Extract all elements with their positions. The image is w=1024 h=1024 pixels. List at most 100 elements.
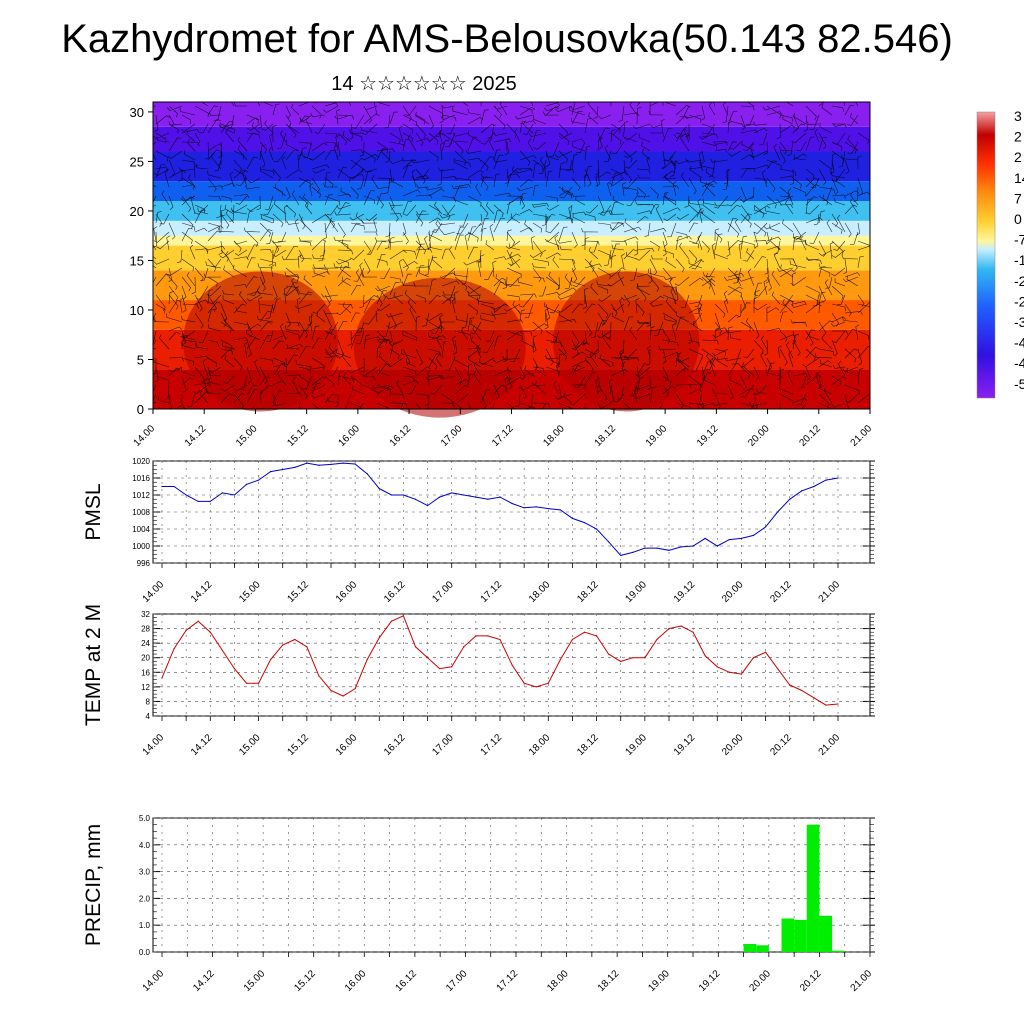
wind-barb: [819, 384, 833, 395]
wind-barb: [415, 266, 431, 271]
wind-barb: [610, 303, 618, 317]
wind-barb: [415, 240, 426, 255]
wind-barb: [257, 315, 274, 323]
wind-barb: [782, 298, 794, 314]
temp-data-point: [511, 664, 513, 666]
wind-barb: [569, 106, 586, 116]
pmsl-data-point: [668, 549, 670, 551]
pmsl-data-point: [487, 498, 489, 500]
wind-barb: [251, 122, 261, 134]
wind-barb: [842, 316, 859, 323]
heatmap-band-9: [153, 151, 870, 182]
precip-x-tick-label: 19.00: [646, 968, 672, 994]
wind-barb: [449, 246, 456, 260]
wind-barb: [764, 339, 769, 356]
wind-barb: [375, 184, 391, 189]
heatmap-band-5: [153, 235, 870, 246]
wind-barb: [503, 303, 521, 312]
wind-barb: [597, 285, 608, 294]
wind-barb: [179, 107, 196, 116]
wind-barb: [407, 298, 417, 314]
wind-barb: [250, 285, 261, 296]
wind-barb: [452, 335, 456, 350]
temp-x-tick-label: 16.12: [382, 732, 408, 758]
wind-barb: [349, 213, 365, 221]
wind-barb: [206, 285, 222, 297]
wind-barb: [441, 296, 455, 305]
wind-barb: [597, 312, 605, 327]
wind-barb: [535, 365, 547, 377]
wind-barb: [832, 364, 846, 369]
precip-x-tick-label: 20.00: [748, 968, 774, 994]
wind-barb: [818, 301, 824, 314]
wind-barb: [724, 357, 742, 362]
wind-barb: [167, 150, 183, 159]
heatmap-y-tick-label: 5: [137, 352, 144, 367]
wind-barb: [805, 204, 820, 215]
wind-barb: [303, 141, 313, 159]
wind-barb: [701, 361, 713, 377]
wind-barb: [340, 187, 352, 197]
wind-barb: [750, 143, 755, 161]
wind-barb: [572, 142, 586, 152]
wind-barb: [597, 375, 601, 393]
wind-barb: [675, 235, 683, 251]
pmsl-y-tick-label: 1000: [132, 542, 150, 551]
wind-barb: [857, 330, 869, 340]
pmsl-data-point: [475, 496, 477, 498]
temp-y-tick-label: 8: [146, 697, 151, 706]
wind-barb: [844, 141, 857, 154]
wind-barb: [493, 204, 504, 218]
wind-barb: [376, 294, 383, 307]
wind-barb: [688, 330, 693, 345]
wind-barb: [714, 148, 728, 153]
temp-data-point: [499, 638, 501, 641]
wind-barb: [766, 306, 771, 323]
precip-x-tick-label: 14.00: [141, 968, 167, 994]
wind-barb: [662, 330, 671, 345]
wind-barb: [650, 255, 664, 260]
wind-barb: [857, 132, 869, 144]
wind-barb: [324, 132, 338, 138]
wind-barb: [610, 222, 625, 227]
wind-barb: [623, 226, 642, 233]
pmsl-data-point: [318, 464, 320, 466]
wind-barb: [272, 285, 278, 300]
wind-barb: [312, 264, 326, 269]
wind-barb: [155, 115, 171, 125]
wind-barb: [832, 330, 846, 343]
wind-barb: [257, 114, 262, 129]
temp-data-point: [463, 646, 465, 648]
wind-barb: [168, 159, 176, 177]
wind-barb: [220, 195, 232, 203]
heatmap-x-tick-label: 20.12: [797, 423, 823, 449]
wind-barb: [428, 294, 441, 305]
pmsl-data-point: [535, 506, 537, 508]
wind-barb: [572, 213, 586, 224]
colorbar: 3221470-7-1-2-2-3-4-4-5: [976, 108, 1024, 399]
wind-barb: [545, 366, 561, 376]
wind-barb: [264, 195, 274, 210]
wind-barb: [857, 368, 864, 386]
wind-barb: [805, 294, 819, 305]
wind-barb: [402, 375, 415, 382]
wind-barb: [545, 214, 556, 224]
wind-barb: [714, 327, 728, 332]
wind-barb: [441, 294, 452, 305]
wind-barb: [846, 275, 859, 287]
wind-barb: [480, 204, 489, 218]
temp-y-tick-label: 16: [141, 668, 150, 677]
wind-barb: [324, 141, 337, 147]
wind-barb: [576, 141, 586, 154]
temp-data-point: [644, 657, 646, 659]
wind-barb: [688, 177, 697, 195]
wind-barb: [636, 193, 651, 198]
wind-barb: [277, 370, 287, 386]
wind-barb: [519, 309, 526, 323]
wind-barb: [246, 384, 258, 395]
wind-barb: [181, 128, 200, 134]
wind-barb: [818, 168, 827, 186]
wind-barb: [285, 186, 291, 200]
wind-barb: [564, 273, 573, 287]
wind-barb: [557, 294, 573, 300]
